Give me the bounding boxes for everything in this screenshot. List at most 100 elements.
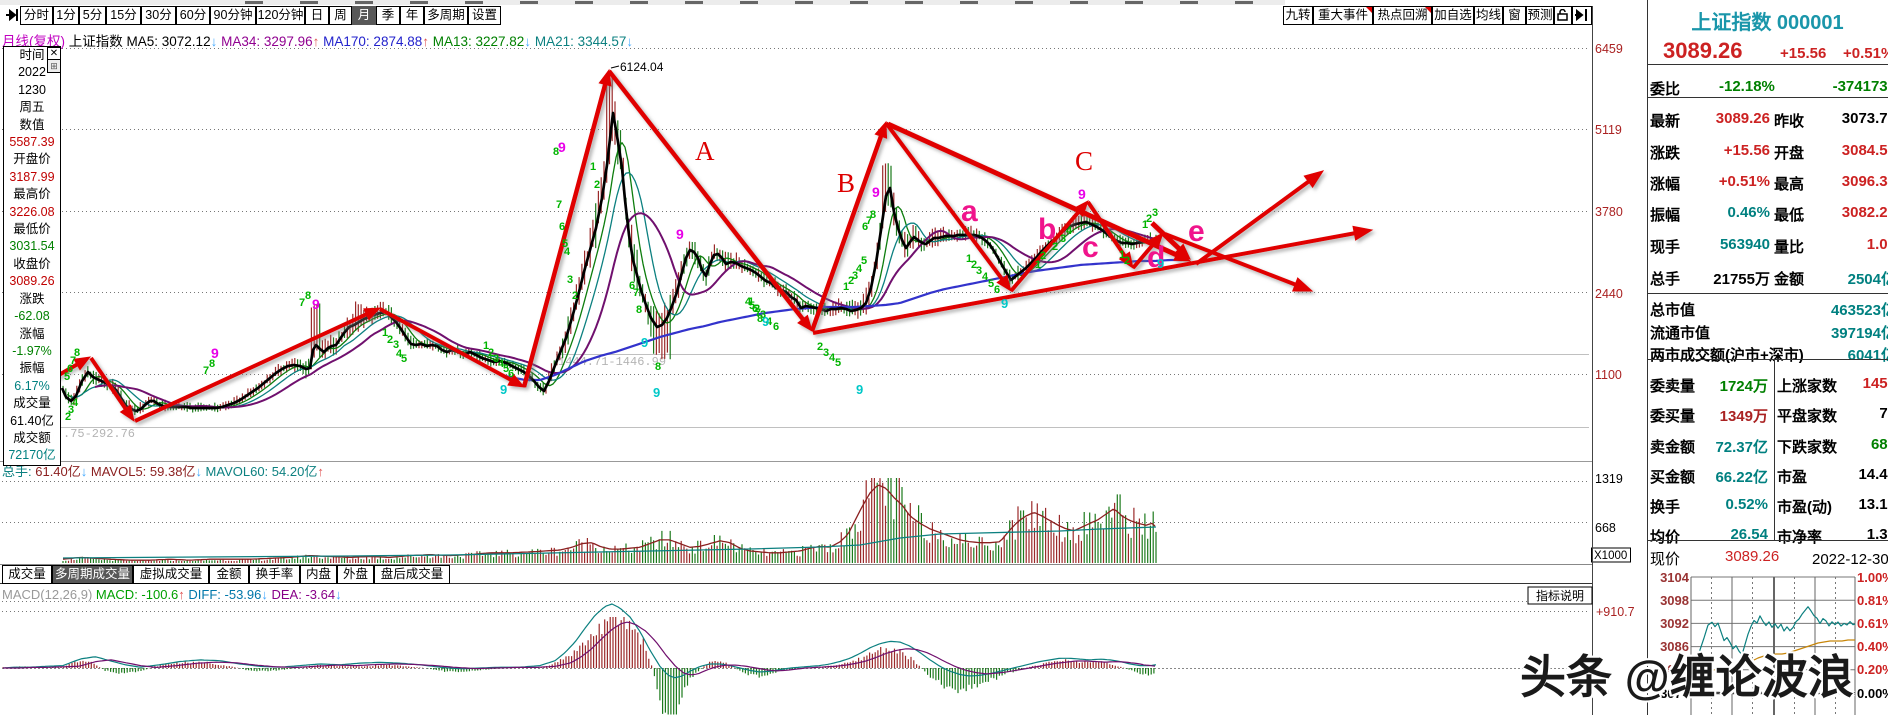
- svg-text:9: 9: [641, 335, 648, 350]
- svg-text:5119: 5119: [1595, 123, 1622, 137]
- svg-text:3: 3: [493, 353, 499, 365]
- svg-text:.75-292.76: .75-292.76: [63, 427, 135, 441]
- svg-text:7: 7: [70, 355, 76, 367]
- svg-text:7: 7: [556, 199, 562, 211]
- svg-text:1: 1: [843, 281, 849, 293]
- svg-text:3080: 3080: [1660, 662, 1689, 677]
- svg-text:1: 1: [1142, 219, 1148, 231]
- svg-text:6: 6: [67, 363, 73, 375]
- svg-text:2: 2: [1124, 255, 1130, 267]
- svg-text:2: 2: [971, 259, 977, 271]
- svg-text:3780: 3780: [1595, 205, 1623, 219]
- svg-text:指标说明: 指标说明: [1536, 588, 1584, 603]
- svg-text:8: 8: [305, 290, 311, 302]
- svg-text:9: 9: [1001, 296, 1008, 311]
- svg-text:1: 1: [483, 340, 489, 352]
- svg-text:6: 6: [508, 368, 514, 380]
- svg-text:9: 9: [1078, 186, 1086, 202]
- svg-text:5: 5: [401, 353, 407, 365]
- svg-text:8: 8: [553, 146, 559, 158]
- svg-text:8: 8: [757, 313, 763, 325]
- svg-text:6: 6: [862, 221, 868, 233]
- svg-text:7: 7: [203, 365, 209, 377]
- svg-text:8: 8: [870, 209, 876, 221]
- svg-text:9: 9: [653, 385, 660, 400]
- svg-text:2: 2: [1052, 241, 1058, 253]
- svg-text:3: 3: [976, 265, 982, 277]
- svg-text:e: e: [1188, 215, 1205, 248]
- svg-text:1: 1: [748, 296, 754, 308]
- svg-text:9: 9: [1157, 256, 1164, 271]
- svg-text:C: C: [1075, 146, 1093, 176]
- svg-text:6124.04: 6124.04: [620, 60, 664, 74]
- svg-text:5: 5: [503, 363, 509, 375]
- svg-text:9: 9: [872, 184, 880, 200]
- svg-text:1: 1: [1035, 259, 1041, 271]
- svg-text:4: 4: [498, 358, 505, 370]
- svg-text:6: 6: [559, 221, 565, 233]
- svg-text:6459: 6459: [1595, 42, 1623, 56]
- svg-text:6: 6: [752, 303, 758, 315]
- svg-text:1100: 1100: [1595, 368, 1622, 382]
- svg-text:4: 4: [982, 271, 989, 283]
- svg-text:3: 3: [852, 270, 858, 282]
- svg-text:3092: 3092: [1660, 616, 1689, 631]
- svg-text:3: 3: [760, 309, 766, 321]
- svg-text:X1000: X1000: [1594, 550, 1627, 562]
- svg-text:4: 4: [829, 352, 836, 364]
- svg-text:668: 668: [1595, 521, 1616, 535]
- svg-text:9: 9: [856, 382, 863, 397]
- svg-text:5: 5: [861, 255, 867, 267]
- svg-text:0.20%: 0.20%: [1857, 662, 1888, 677]
- svg-text:0.00%: 0.00%: [1857, 686, 1888, 701]
- svg-text:2: 2: [817, 341, 823, 353]
- svg-text:4: 4: [766, 316, 773, 328]
- svg-text:4: 4: [745, 296, 752, 308]
- svg-text:3: 3: [1060, 233, 1066, 245]
- svg-text:b: b: [1038, 213, 1056, 246]
- svg-text:5: 5: [988, 278, 994, 290]
- svg-text:3074: 3074: [1660, 686, 1690, 701]
- svg-text:3: 3: [1152, 207, 1158, 219]
- svg-text:+910.7: +910.7: [1596, 605, 1635, 619]
- svg-text:A: A: [695, 136, 715, 166]
- svg-text:5: 5: [749, 300, 755, 312]
- svg-text:7: 7: [755, 307, 761, 319]
- svg-text:1319: 1319: [1595, 472, 1623, 486]
- svg-text:4: 4: [396, 348, 403, 360]
- svg-text:7: 7: [299, 297, 305, 309]
- svg-text:4: 4: [1066, 225, 1073, 237]
- svg-text:d: d: [1147, 241, 1165, 274]
- svg-text:7: 7: [633, 287, 639, 299]
- svg-text:B: B: [837, 168, 855, 198]
- svg-text:3: 3: [567, 274, 573, 286]
- svg-text:a: a: [961, 195, 978, 228]
- svg-text:c: c: [1082, 231, 1099, 264]
- svg-text:4: 4: [564, 246, 571, 258]
- svg-text:9: 9: [558, 139, 566, 155]
- svg-text:9: 9: [312, 296, 320, 312]
- svg-text:5: 5: [562, 238, 568, 250]
- svg-text:2440: 2440: [1595, 287, 1623, 301]
- svg-text:4: 4: [856, 263, 863, 275]
- svg-text:6: 6: [629, 280, 635, 292]
- svg-text:4: 4: [72, 397, 79, 409]
- svg-text:8: 8: [655, 361, 661, 373]
- svg-text:2: 2: [848, 275, 854, 287]
- svg-text:8: 8: [74, 347, 80, 359]
- svg-text:3: 3: [823, 347, 829, 359]
- svg-text:2: 2: [1040, 250, 1046, 262]
- svg-text:总手: 61.40亿↓ MAVOL5: 59.38亿↓ MA: 总手: 61.40亿↓ MAVOL5: 59.38亿↓ MAVOL60: 54.…: [2, 464, 324, 479]
- svg-text:MACD(12,26,9) MACD: -100.6↑ DI: MACD(12,26,9) MACD: -100.6↑ DIFF: -53.96…: [2, 587, 342, 602]
- svg-text:1: 1: [382, 327, 388, 339]
- svg-text:2: 2: [594, 179, 600, 191]
- svg-text:2: 2: [1146, 213, 1152, 225]
- svg-text:3104: 3104: [1660, 570, 1690, 585]
- svg-text:0.40%: 0.40%: [1857, 639, 1888, 654]
- svg-text:6: 6: [994, 284, 1000, 296]
- svg-text:0.61%: 0.61%: [1857, 616, 1888, 631]
- svg-text:1444.71-1446.99: 1444.71-1446.99: [558, 355, 666, 369]
- svg-text:1: 1: [966, 253, 972, 265]
- svg-text:1: 1: [590, 161, 596, 173]
- svg-text:7: 7: [866, 215, 872, 227]
